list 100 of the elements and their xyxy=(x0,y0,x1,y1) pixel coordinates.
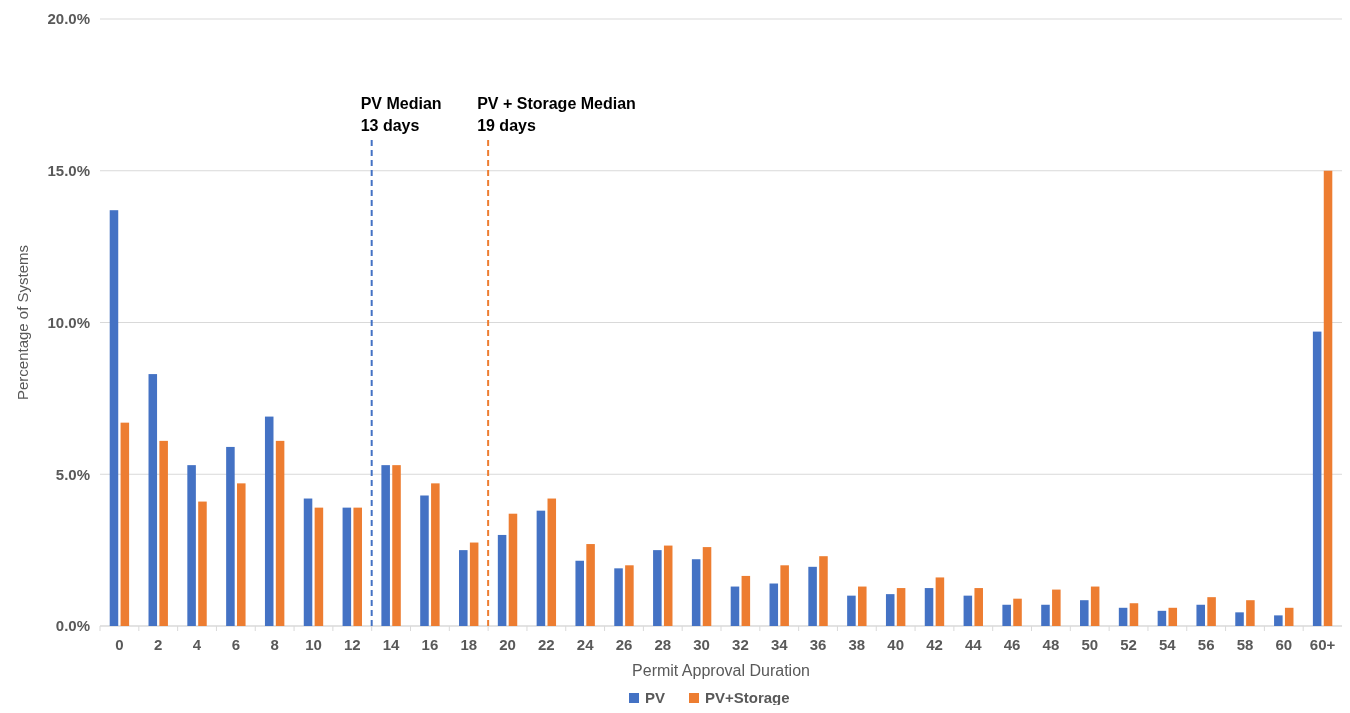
x-tick-label: 58 xyxy=(1236,636,1254,653)
x-tick-label: 26 xyxy=(615,636,633,653)
bar xyxy=(1246,600,1255,626)
bar xyxy=(663,545,673,626)
x-tick-label: 34 xyxy=(770,636,789,653)
bar xyxy=(1196,604,1205,626)
x-tick-label: 22 xyxy=(538,636,555,653)
bar xyxy=(847,595,856,626)
bar xyxy=(858,586,867,626)
bar xyxy=(109,210,119,626)
bar xyxy=(614,568,623,626)
bar xyxy=(1323,170,1333,626)
bar xyxy=(885,594,895,626)
x-tick-label: 30 xyxy=(693,636,710,653)
y-axis-title: Percentage of Systems xyxy=(14,244,31,401)
x-tick-label: 14 xyxy=(382,636,401,653)
bar xyxy=(730,586,740,626)
bar xyxy=(1157,610,1167,626)
bar xyxy=(392,465,401,626)
bar xyxy=(148,374,158,626)
y-tick-label: 20.0% xyxy=(47,10,90,28)
ref-line-label: PV Median 13 days xyxy=(360,95,442,134)
y-tick-label: 5.0% xyxy=(55,465,90,483)
x-axis-title: Permit Approval Duration xyxy=(632,662,810,679)
bar xyxy=(420,495,429,626)
x-tick-label: 60 xyxy=(1275,636,1293,653)
bar xyxy=(237,483,246,626)
bar xyxy=(780,565,789,626)
x-tick-label: 52 xyxy=(1120,636,1137,653)
bar xyxy=(769,583,779,626)
bar xyxy=(1041,604,1050,626)
bar xyxy=(1207,597,1216,626)
bar xyxy=(120,422,130,626)
bar xyxy=(1168,607,1178,626)
bar xyxy=(353,507,362,626)
x-tick-label: 36 xyxy=(809,636,827,653)
x-tick-label: 10 xyxy=(305,636,322,653)
bar xyxy=(1052,589,1061,626)
bar xyxy=(702,547,712,626)
bar xyxy=(1013,598,1022,626)
x-tick-label: 20 xyxy=(499,636,516,653)
bar xyxy=(1274,615,1283,626)
bar xyxy=(198,501,207,626)
x-tick-label: 54 xyxy=(1159,636,1177,653)
bar xyxy=(625,565,634,626)
bar xyxy=(226,446,235,626)
y-tick-label: 0.0% xyxy=(55,617,90,635)
x-tick-label: 48 xyxy=(1042,636,1060,653)
bar xyxy=(342,507,352,626)
x-tick-label: 0 xyxy=(115,636,124,653)
bar xyxy=(303,498,313,626)
x-tick-label: 2 xyxy=(154,636,163,653)
x-tick-label: 16 xyxy=(421,636,439,653)
bar xyxy=(974,588,983,626)
x-tick-label: 60+ xyxy=(1309,636,1336,653)
bar xyxy=(1129,603,1139,626)
bar xyxy=(187,465,196,626)
x-tick-label: 4 xyxy=(192,636,202,653)
bar xyxy=(264,416,274,626)
x-tick-label: 38 xyxy=(848,636,866,653)
bar xyxy=(1002,604,1011,626)
x-tick-label: 44 xyxy=(964,636,983,653)
bar xyxy=(1284,607,1294,626)
x-tick-label: 46 xyxy=(1003,636,1021,653)
x-tick-label: 42 xyxy=(926,636,943,653)
bar xyxy=(459,550,468,626)
bar xyxy=(431,483,440,626)
legend-label: PV xyxy=(645,689,666,706)
x-tick-label: 8 xyxy=(270,636,279,653)
bar xyxy=(819,556,828,626)
bar xyxy=(808,566,817,626)
x-tick-label: 56 xyxy=(1197,636,1215,653)
y-tick-label: 15.0% xyxy=(47,162,90,179)
bar xyxy=(497,534,507,626)
bar xyxy=(275,440,285,626)
bar xyxy=(691,559,701,626)
bar xyxy=(896,588,906,626)
bar xyxy=(381,465,390,626)
bar xyxy=(653,550,662,626)
x-tick-label: 32 xyxy=(732,636,749,653)
x-tick-label: 40 xyxy=(887,636,904,653)
bar xyxy=(575,560,584,626)
x-tick-label: 6 xyxy=(231,636,241,653)
bar xyxy=(314,507,324,626)
bar xyxy=(1235,612,1244,626)
ref-line-label: PV + Storage Median 19 days xyxy=(477,95,636,134)
bar xyxy=(1118,607,1128,626)
x-tick-label: 18 xyxy=(460,636,478,653)
bar xyxy=(741,575,751,626)
bar xyxy=(935,577,945,626)
y-tick-label: 10.0% xyxy=(47,313,90,331)
x-tick-label: 50 xyxy=(1081,636,1099,653)
x-tick-label: 12 xyxy=(343,636,361,653)
bar xyxy=(1080,600,1089,626)
bar xyxy=(547,498,557,626)
bar xyxy=(924,588,934,626)
bar xyxy=(963,595,973,626)
bar xyxy=(586,544,595,626)
bar xyxy=(469,542,479,626)
bar xyxy=(536,510,546,626)
